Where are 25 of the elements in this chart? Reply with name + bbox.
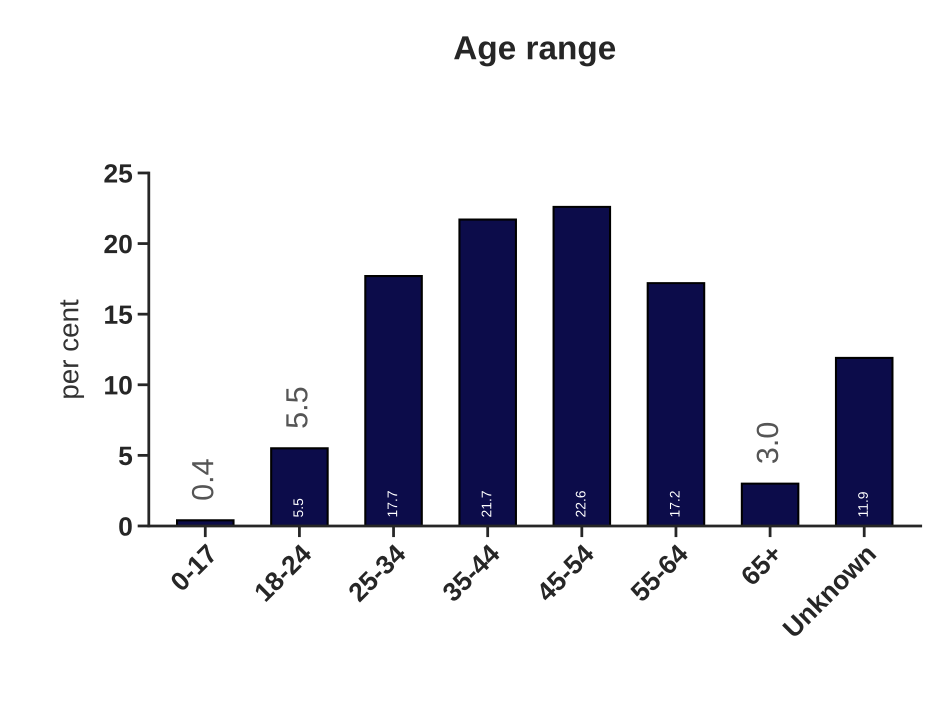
data-label: 17.2 [670,491,680,516]
y-tick-label: 15 [105,306,132,324]
data-label: 11.9 [858,492,868,516]
y-tick-label: 20 [104,234,132,254]
bar [646,282,706,526]
bar [270,447,329,526]
data-label: 21.7 [482,491,492,517]
y-tick-label: 25 [104,164,132,183]
y-tick-label: 10 [105,376,132,395]
x-tick-label: 65+ [740,543,784,587]
data-label: 5.5 [293,498,304,517]
annotation: 5.5 [286,388,308,428]
data-label: 22.6 [576,491,586,517]
y-tick-label: 0 [119,517,132,536]
bar [834,356,894,526]
annotation: 3.0 [756,422,778,463]
bar [458,218,517,526]
annotation: 0.4 [192,459,214,500]
chart-title: Age range [454,36,616,66]
bar [740,482,800,526]
data-label: 17.7 [388,491,398,516]
y-axis-title: per cent [60,299,84,398]
bar [552,206,612,526]
y-tick-label: 5 [118,446,132,466]
bar [364,275,423,526]
